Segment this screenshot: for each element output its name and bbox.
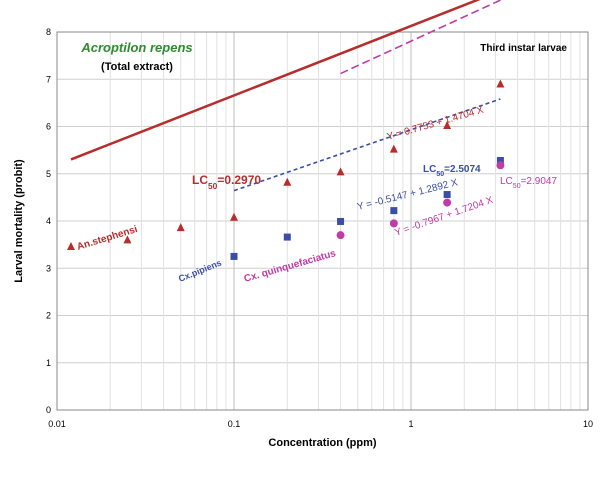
data-point [230, 212, 238, 221]
chart-subtitle: (Total extract) [101, 61, 173, 73]
corner-label: Third instar larvae [480, 43, 567, 54]
series-name-label: Cx.pipiens [177, 258, 223, 284]
data-point [496, 157, 504, 165]
y-tick-label: 7 [46, 74, 51, 84]
fit-line [340, 0, 501, 75]
y-axis-title: Larval mortality (probit) [13, 159, 25, 283]
plot-frame [56, 31, 589, 411]
series-name-label: An.stephensi [76, 224, 139, 253]
lc50-label-part: 50 [436, 171, 444, 178]
series-name-label-part: Cx.pipiens [177, 258, 223, 284]
data-point [336, 167, 345, 176]
lc50-label-part: LC [423, 164, 436, 175]
lc50-label: LC50=2.5074 [423, 164, 481, 178]
data-point [390, 207, 398, 215]
data-point [443, 191, 451, 199]
x-tick-label: 0.1 [228, 419, 241, 429]
series-name-label-part: An.stephensi [76, 224, 139, 253]
data-point [176, 223, 185, 232]
tick-labels: 0 1 2 3 4 5 6 7 8 0.01 0.1 1 10 [46, 27, 593, 429]
lc50-label-part: =2.9047 [521, 176, 558, 187]
x-tick-label: 10 [583, 419, 593, 429]
data-point [496, 161, 505, 170]
y-tick-label: 0 [46, 405, 51, 415]
data-point [443, 198, 452, 207]
series-name-label-part: Cx. quinquefaciatus [243, 248, 338, 285]
data-markers [67, 79, 505, 260]
data-point [389, 219, 398, 228]
x-axis-title: Concentration (ppm) [268, 437, 376, 449]
y-tick-label: 3 [46, 263, 51, 273]
data-point [389, 144, 398, 153]
y-tick-label: 2 [46, 311, 51, 321]
fit-line [70, 0, 481, 161]
fit-line [233, 98, 501, 192]
data-point [443, 121, 452, 130]
series-name-label: Cx. quinquefaciatus [243, 248, 338, 285]
y-tick-label: 4 [46, 216, 51, 226]
data-point [230, 252, 238, 260]
y-tick-label: 5 [46, 169, 51, 179]
y-tick-label: 6 [46, 122, 51, 132]
lc50-label: LC50=0.2970 [192, 173, 261, 191]
data-point [283, 233, 291, 241]
data-point [336, 231, 345, 240]
data-point [123, 235, 132, 244]
data-point [337, 217, 345, 225]
lc50-label-part: =2.5074 [444, 164, 481, 175]
x-tick-label: 0.01 [48, 419, 66, 429]
lc50-label: LC50=2.9047 [500, 176, 557, 190]
y-tick-label: 8 [46, 27, 51, 37]
lc50-label-part: 50 [208, 181, 218, 191]
regression-equation: Y = 0.7753 + 1.4704 X [386, 105, 485, 143]
lc50-label-part: LC [500, 176, 513, 187]
y-tick-label: 1 [46, 358, 51, 368]
lc50-label-part: LC [192, 173, 208, 187]
data-point [283, 177, 292, 186]
fit-lines [70, 0, 501, 192]
data-point [67, 242, 76, 251]
grid-lines [56, 31, 588, 411]
data-point [496, 79, 505, 88]
lc50-label-part: =0.2970 [217, 173, 261, 187]
chart-title: Acroptilon repens [80, 40, 192, 55]
regression-equation-part: Y = 0.7753 + 1.4704 X [386, 105, 485, 143]
x-tick-label: 1 [408, 419, 413, 429]
lc50-label-part: 50 [513, 183, 521, 190]
